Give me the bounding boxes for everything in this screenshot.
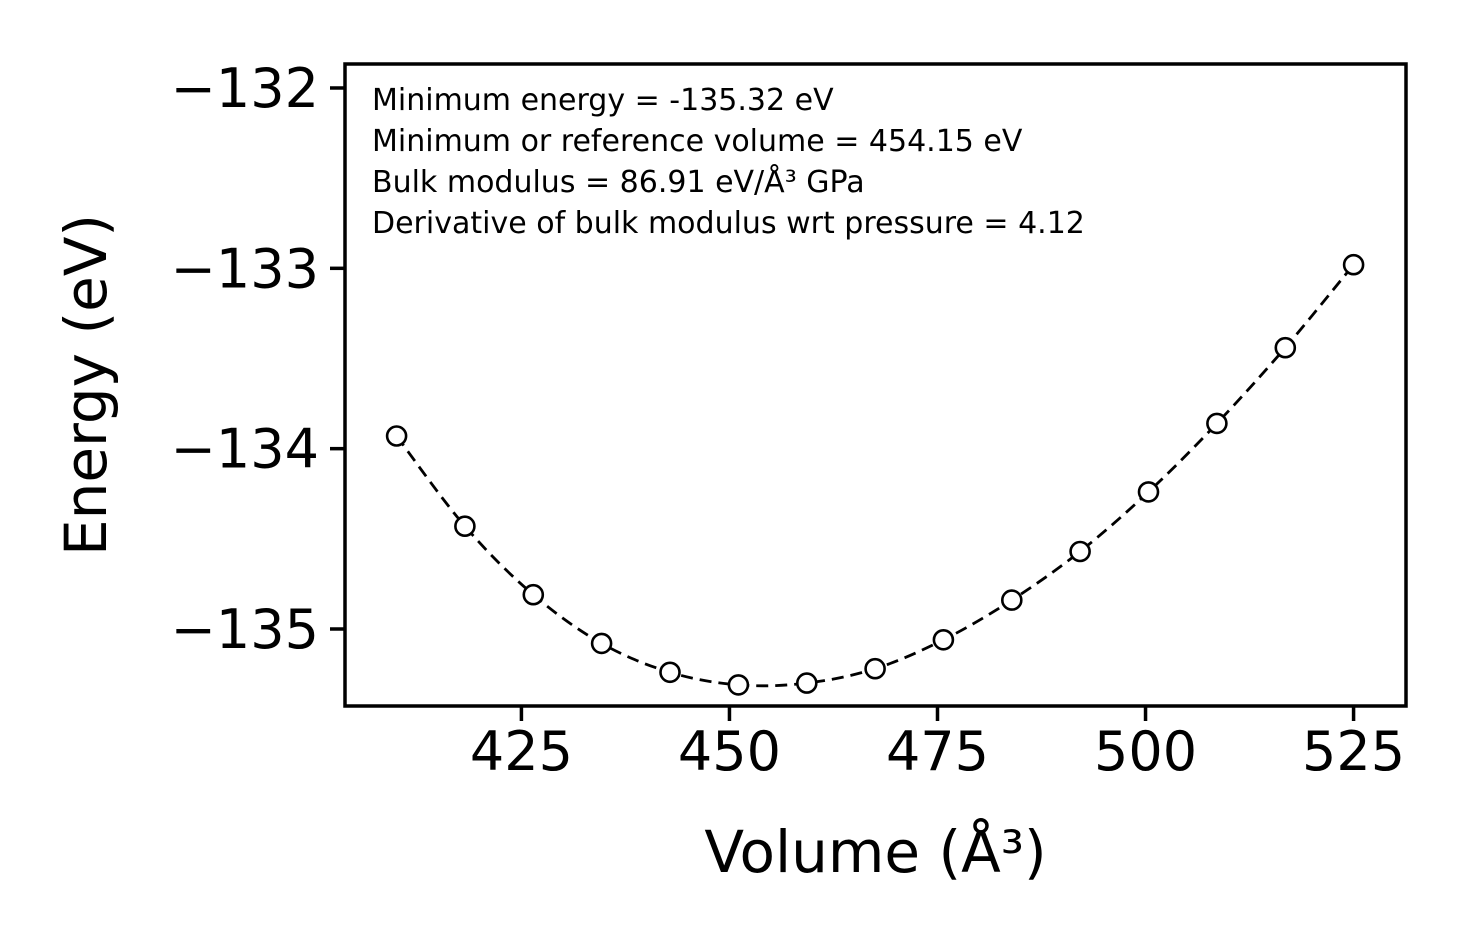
x-tick-label: 425 — [470, 720, 573, 783]
data-point-marker — [385, 425, 408, 447]
data-point-marker — [932, 628, 955, 651]
data-point-marker — [1137, 481, 1160, 503]
plot-border — [343, 62, 1408, 708]
data-point-marker — [864, 657, 886, 680]
y-tick-label: −132 — [171, 57, 319, 120]
x-tick-label: 475 — [886, 720, 989, 783]
y-tick-label: −134 — [171, 418, 319, 481]
data-point-marker — [1000, 589, 1023, 611]
data-point-marker — [727, 674, 750, 696]
data-point-marker — [454, 515, 476, 538]
fit-curve — [395, 263, 1355, 688]
y-tick-label: −133 — [171, 237, 319, 300]
x-tick-label: 500 — [1094, 720, 1197, 783]
data-point-marker — [590, 632, 613, 655]
x-tick-label: 450 — [678, 720, 781, 783]
y-axis-label: Energy (eV) — [52, 213, 120, 557]
data-point-marker — [1206, 412, 1228, 435]
data-point-marker — [1069, 540, 1091, 563]
y-tick-label: −135 — [171, 598, 319, 661]
annotation-bulk-modulus: Bulk modulus = 86.91 eV/Å³ GPa — [372, 165, 865, 200]
x-axis-label: Volume (Å³) — [704, 818, 1047, 886]
data-point-marker — [1274, 336, 1297, 359]
data-point-marker — [522, 583, 545, 606]
fit-results-annotation: Minimum energy = -135.32 eV Minimum or r… — [372, 80, 1085, 244]
x-tick-label: 525 — [1302, 720, 1405, 783]
annotation-bulk-modulus-derivative: Derivative of bulk modulus wrt pressure … — [372, 206, 1085, 241]
data-point-marker — [659, 661, 681, 684]
data-point-marker — [1342, 253, 1365, 276]
annotation-min-energy: Minimum energy = -135.32 eV — [372, 83, 834, 118]
annotation-ref-volume: Minimum or reference volume = 454.15 eV — [372, 124, 1023, 159]
data-point-marker — [795, 672, 818, 694]
